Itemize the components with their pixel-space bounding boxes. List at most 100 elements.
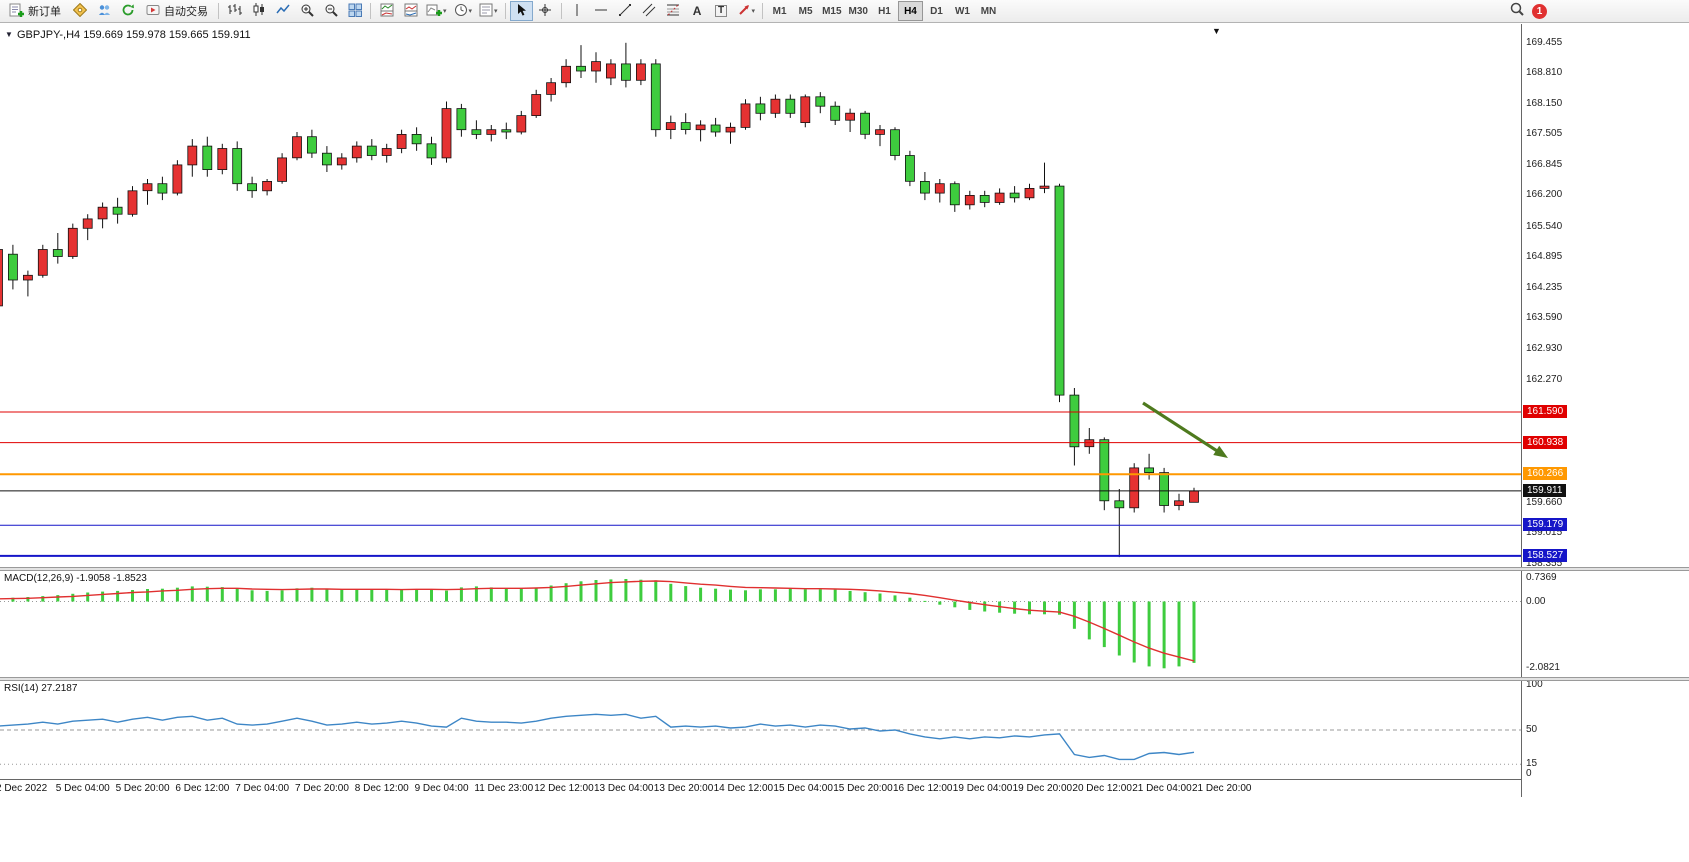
crosshair-button[interactable]: [534, 1, 557, 21]
auto-trading-icon: [146, 3, 160, 20]
chevron-down-icon: ▾: [443, 8, 447, 15]
macd-histogram-bar: [923, 600, 927, 602]
macd-histogram-bar: [833, 589, 837, 602]
macd-histogram-bar: [1192, 601, 1196, 663]
profiles-button[interactable]: [92, 1, 115, 21]
timeframe-m30-button[interactable]: M30: [846, 1, 871, 21]
channel-tool-button[interactable]: [638, 1, 661, 21]
candle-up: [127, 190, 138, 215]
timeframe-w1-button[interactable]: W1: [950, 1, 975, 21]
indicator-subwindow-button[interactable]: [399, 1, 422, 21]
zoom-out-button[interactable]: [319, 1, 342, 21]
rsi-line: [0, 713, 1195, 761]
timeframe-m1-button[interactable]: M1: [767, 1, 792, 21]
toolbar-separator: [370, 3, 371, 19]
rsi-label: RSI(14) 27.2187: [4, 683, 78, 694]
refresh-button[interactable]: [116, 1, 139, 21]
vertical-line-tool-button[interactable]: [566, 1, 589, 21]
rsi-chart[interactable]: [0, 681, 1521, 779]
new-order-label: 新订单: [28, 6, 61, 18]
chart-shift-marker-icon[interactable]: ▼: [1212, 26, 1221, 36]
timeframe-h1-button[interactable]: H1: [872, 1, 897, 21]
macd-label: MACD(12,26,9) -1.9058 -1.8523: [4, 573, 147, 584]
notification-badge[interactable]: 1: [1532, 4, 1547, 19]
new-order-button[interactable]: 新订单: [3, 1, 67, 21]
market-watch-button[interactable]: [68, 1, 91, 21]
candle-up: [531, 94, 542, 117]
add-indicator-button[interactable]: ▾: [423, 1, 450, 21]
fibonacci-tool-button[interactable]: [662, 1, 685, 21]
macd-histogram-bar: [265, 590, 269, 602]
trend-arrow-head[interactable]: [1213, 445, 1228, 458]
timeframe-mn-button[interactable]: MN: [976, 1, 1001, 21]
candle-up: [561, 65, 571, 84]
rsi-panel[interactable]: RSI(14) 27.2187: [0, 681, 1521, 779]
candlestick-chart-button[interactable]: [247, 1, 270, 21]
trendline-tool-button[interactable]: [614, 1, 637, 21]
horizontal-line-tool-button[interactable]: [590, 1, 613, 21]
macd-histogram-bar: [250, 590, 254, 602]
toolbar-separator: [762, 3, 764, 19]
price-axis[interactable]: 169.455 168.810 168.150 167.505 166.845 166.2…: [1521, 24, 1689, 797]
search-icon[interactable]: [1510, 2, 1524, 21]
candle-up: [37, 249, 48, 276]
candle-up: [172, 164, 183, 194]
timeframe-m15-button[interactable]: M15: [819, 1, 844, 21]
candle-down: [1159, 472, 1169, 506]
rsi-axis-label: 15: [1526, 758, 1538, 770]
macd-histogram-bar: [1013, 601, 1017, 614]
macd-histogram-bar: [579, 581, 583, 602]
candle-down: [1144, 467, 1154, 473]
macd-histogram-bar: [519, 588, 523, 602]
auto-trading-button[interactable]: 自动交易: [140, 1, 214, 21]
cursor-button[interactable]: [509, 1, 533, 21]
price-chart[interactable]: [0, 24, 1521, 567]
panel-splitter[interactable]: [0, 567, 1689, 571]
arrows-tool-button[interactable]: ▾: [734, 1, 759, 21]
macd-histogram-bar: [1147, 601, 1151, 667]
price-axis-label: 169.455: [1526, 36, 1563, 48]
trend-arrow[interactable]: [1142, 401, 1223, 456]
indicator-window-button[interactable]: [375, 1, 398, 21]
macd-histogram-bar: [101, 591, 105, 602]
time-label: 6 Dec 12:00: [175, 783, 230, 794]
timeframe-h4-button[interactable]: H4: [897, 1, 923, 21]
period-button[interactable]: ▾: [451, 1, 476, 21]
macd-histogram-bar: [818, 589, 822, 602]
zoom-in-button[interactable]: [295, 1, 318, 21]
candle-up: [1174, 500, 1184, 506]
price-axis-label: 158.355: [1526, 557, 1563, 569]
candle-up: [665, 122, 676, 130]
price-chart-panel[interactable]: ▼ GBPJPY-,H4 159.669 159.978 159.665 159…: [0, 24, 1521, 567]
time-label: 21 Dec 04:00: [1132, 783, 1192, 794]
time-label: 8 Dec 12:00: [354, 783, 409, 794]
macd-histogram-bar: [788, 588, 792, 602]
panel-splitter[interactable]: [0, 677, 1689, 681]
timeframe-m5-button[interactable]: M5: [793, 1, 818, 21]
macd-histogram-bar: [340, 590, 344, 602]
time-axis[interactable]: 2 Dec 2022 5 Dec 04:00 5 Dec 20:00 6 Dec 12…: [0, 779, 1521, 797]
price-axis-label: 162.930: [1526, 343, 1563, 354]
timeframe-d1-button[interactable]: D1: [924, 1, 949, 21]
macd-histogram-bar: [624, 579, 628, 602]
candle-up: [351, 145, 362, 159]
arrow-tool-icon: [737, 3, 751, 20]
macd-histogram-bar: [175, 587, 179, 602]
macd-histogram-bar: [160, 588, 164, 602]
text-tool-button[interactable]: A: [686, 1, 709, 21]
candle-up: [845, 112, 855, 121]
time-label: 2 Dec 2022: [0, 783, 48, 794]
price-axis-label: 164.235: [1526, 281, 1563, 293]
tile-windows-button[interactable]: [343, 1, 366, 21]
macd-axis-label: 0.00: [1526, 595, 1546, 607]
candle-up: [1039, 185, 1050, 189]
text-label-tool-button[interactable]: T: [710, 1, 733, 21]
symbol-dropdown-icon[interactable]: ▼: [5, 30, 13, 39]
macd-chart[interactable]: [0, 571, 1521, 677]
candle-down: [680, 122, 691, 130]
bar-chart-button[interactable]: [223, 1, 246, 21]
macd-histogram-bar: [669, 583, 673, 602]
line-chart-button[interactable]: [271, 1, 294, 21]
macd-panel[interactable]: MACD(12,26,9) -1.9058 -1.8523: [0, 571, 1521, 677]
templates-button[interactable]: ▾: [476, 1, 501, 21]
